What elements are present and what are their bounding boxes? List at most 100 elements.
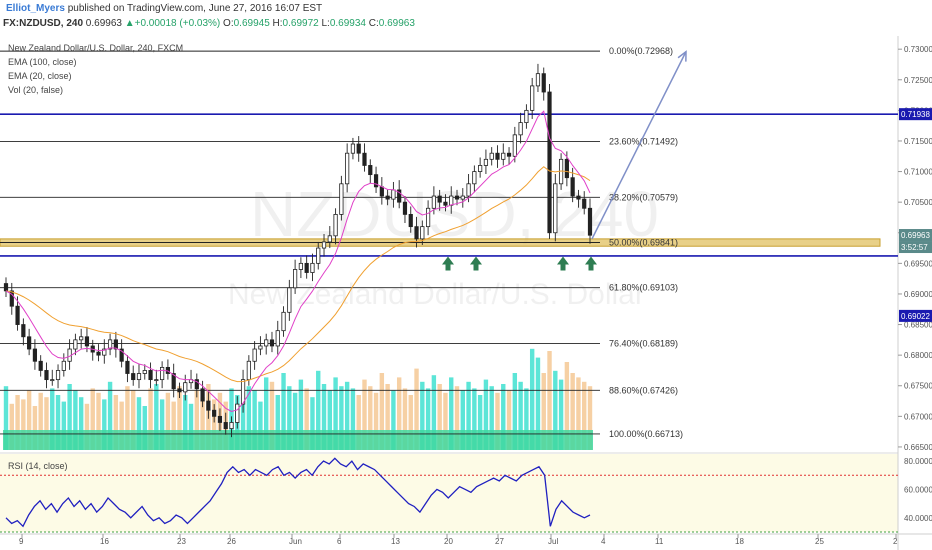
volume-bar-93 xyxy=(541,373,546,450)
volume-bar-85 xyxy=(495,392,500,450)
candle-body-79 xyxy=(460,195,465,200)
volume-bar-54 xyxy=(316,370,321,450)
badge-blue-bottom-bg xyxy=(899,309,932,322)
volume-bar-72 xyxy=(420,381,425,450)
candle-body-98 xyxy=(570,177,575,197)
candle-body-48 xyxy=(281,311,286,332)
volume-bar-29 xyxy=(171,401,176,450)
candle-body-97 xyxy=(564,158,569,179)
low-label: L: xyxy=(321,18,330,29)
volume-bar-16 xyxy=(96,392,101,450)
candle-body-9 xyxy=(55,370,61,381)
candle-body-66 xyxy=(385,195,390,200)
candle-body-44 xyxy=(258,345,263,350)
volume-bar-59 xyxy=(344,381,350,450)
volume-bar-11 xyxy=(67,384,72,450)
badge-last-price-text: 0.69963 xyxy=(901,231,930,240)
candle-body-41 xyxy=(240,379,246,405)
volume-bar-70 xyxy=(408,395,413,450)
volume-bar-27 xyxy=(159,399,165,450)
candle-body-93 xyxy=(541,73,546,93)
volume-bar-19 xyxy=(113,395,119,450)
x-tick-label-12: 18 xyxy=(735,537,744,546)
volume-bar-36 xyxy=(211,399,217,450)
candle-body-94 xyxy=(547,91,552,234)
legend-volume[interactable]: Vol (20, false) xyxy=(8,85,64,95)
candle-body-4 xyxy=(27,336,32,350)
candle-body-27 xyxy=(160,366,165,381)
volume-bar-46 xyxy=(269,381,275,450)
candle-body-88 xyxy=(512,134,517,157)
volume-bar-77 xyxy=(449,377,454,450)
volume-bar-78 xyxy=(454,386,460,450)
volume-bar-3 xyxy=(21,399,26,450)
volume-bar-88 xyxy=(512,373,518,450)
candle-body-95 xyxy=(553,183,558,234)
candle-body-87 xyxy=(506,152,512,157)
volume-bar-48 xyxy=(281,373,286,450)
low-value: 0.69934 xyxy=(329,18,366,29)
volume-bar-91 xyxy=(529,348,535,450)
fib-label-6: 88.60%(0.67426) xyxy=(609,385,678,395)
candle-body-75 xyxy=(437,195,442,203)
support-arrow-2 xyxy=(557,256,569,271)
volume-bar-73 xyxy=(425,388,431,450)
rsi-pane-background xyxy=(0,454,898,532)
candle-body-6 xyxy=(38,360,43,371)
x-tick-label-10: 4 xyxy=(601,537,606,546)
candle-body-64 xyxy=(373,174,379,188)
candle-body-76 xyxy=(443,201,448,206)
candle-body-100 xyxy=(582,198,587,209)
candle-body-37 xyxy=(217,415,223,423)
candle-body-49 xyxy=(287,287,292,313)
projection-arrow-line xyxy=(591,51,687,240)
y-tick-label-11: 0.67500 xyxy=(904,382,932,391)
candle-body-91 xyxy=(530,85,535,111)
ema100-line xyxy=(5,166,591,383)
chart-header: Elliot_Myers published on TradingView.co… xyxy=(0,0,932,37)
volume-bar-63 xyxy=(368,386,373,450)
candle-body-38 xyxy=(223,422,228,429)
candle-body-80 xyxy=(466,183,471,197)
candle-body-70 xyxy=(408,214,413,228)
candle-body-85 xyxy=(495,152,500,160)
candle-body-26 xyxy=(154,379,159,382)
candle-body-22 xyxy=(131,373,136,381)
volume-bar-55 xyxy=(321,384,327,450)
x-tick-label-5: 6 xyxy=(337,537,342,546)
support-arrow-3 xyxy=(585,256,597,271)
badge-countdown-bg xyxy=(899,241,932,254)
candle-body-58 xyxy=(339,183,344,215)
legend-ema20[interactable]: EMA (20, close) xyxy=(8,71,72,81)
volume-bar-101 xyxy=(587,386,593,450)
candle-body-25 xyxy=(148,370,153,381)
volume-bar-12 xyxy=(73,390,78,450)
ohlc-readout: FX:NZDUSD, 240 0.69963 ▲+0.00018 (+0.03%… xyxy=(3,18,415,29)
volume-bar-83 xyxy=(483,379,489,450)
x-tick-label-1: 16 xyxy=(100,537,109,546)
badge-blue-bottom-text: 0.69022 xyxy=(901,312,930,321)
volume-bar-100 xyxy=(582,381,587,450)
y-tick-label-13: 0.66500 xyxy=(904,443,932,452)
volume-bar-50 xyxy=(292,392,298,450)
candle-body-89 xyxy=(518,122,523,136)
candle-body-69 xyxy=(402,201,408,215)
volume-bar-92 xyxy=(535,357,541,450)
legend-ema100[interactable]: EMA (100, close) xyxy=(8,57,77,67)
candle-body-18 xyxy=(107,339,113,350)
candle-body-42 xyxy=(246,360,251,381)
volume-bar-84 xyxy=(489,386,494,450)
volume-bar-2 xyxy=(15,395,20,450)
author-link[interactable]: Elliot_Myers xyxy=(6,3,65,14)
volume-bar-97 xyxy=(564,362,570,450)
candle-body-71 xyxy=(414,226,419,240)
volume-bar-62 xyxy=(362,379,367,450)
publish-text: published on TradingView.com, June 27, 2… xyxy=(67,3,323,14)
volume-bar-31 xyxy=(183,395,188,450)
volume-bar-57 xyxy=(333,377,338,450)
rsi-label[interactable]: RSI (14, close) xyxy=(8,461,68,471)
candle-body-86 xyxy=(501,152,506,160)
volume-bar-33 xyxy=(194,390,200,450)
volume-bar-76 xyxy=(443,392,448,450)
